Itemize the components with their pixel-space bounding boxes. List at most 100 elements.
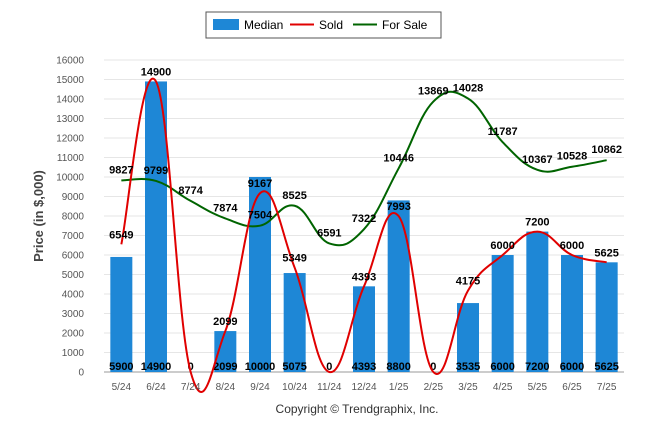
- median-bar: [353, 286, 375, 372]
- for-sale-value-label: 10367: [522, 154, 553, 166]
- y-tick-label: 13000: [56, 114, 84, 125]
- x-tick-label: 8/24: [216, 382, 236, 393]
- for-sale-value-label: 8774: [178, 185, 203, 197]
- median-bar: [561, 255, 583, 372]
- y-tick-label: 11000: [57, 153, 85, 164]
- line-value-labels: 9827 9799 8774 7874 7504 8525 6591 7322 10446 138…: [109, 66, 622, 328]
- y-tick-label: 6000: [62, 251, 85, 262]
- sold-value-label: 14900: [141, 66, 172, 78]
- y-tick-label: 12000: [56, 134, 84, 145]
- for-sale-value-label: 6591: [317, 227, 341, 239]
- median-value-label: 5625: [594, 361, 618, 373]
- for-sale-value-label: 13869: [418, 86, 449, 98]
- sold-value-label: 7993: [386, 201, 410, 213]
- x-tick-label: 6/25: [562, 382, 582, 393]
- x-tick-labels: 5/24 6/24 7/24 8/24 9/24 10/24 11/24 12/24 1/25 2…: [112, 382, 617, 393]
- median-value-label: 0: [326, 361, 332, 373]
- grid-lines: [104, 59, 624, 373]
- median-value-label: 2099: [213, 361, 237, 373]
- for-sale-value-label: 14028: [453, 82, 484, 94]
- sold-value-label: 6000: [490, 240, 514, 252]
- sold-value-label: 6000: [560, 240, 584, 252]
- median-value-label: 0: [430, 361, 436, 373]
- x-tick-label: 2/25: [424, 382, 444, 393]
- median-bar: [491, 255, 514, 372]
- x-tick-label: 5/24: [112, 382, 132, 393]
- median-bar: [595, 262, 618, 372]
- legend: Median Sold For Sale: [205, 11, 442, 39]
- x-tick-label: 11/24: [317, 382, 342, 393]
- median-bars: [110, 81, 618, 372]
- sold-value-label: 5349: [282, 253, 306, 265]
- y-tick-label: 10000: [56, 173, 84, 184]
- for-sale-value-label: 10862: [591, 144, 622, 156]
- median-value-label: 7200: [525, 361, 549, 373]
- median-value-label: 6000: [560, 361, 584, 373]
- sold-line: [120, 77, 607, 393]
- sold-value-label: 4175: [456, 276, 480, 288]
- y-tick-label: 7000: [62, 231, 85, 242]
- y-tick-label: 14000: [56, 95, 84, 106]
- x-tick-label: 5/25: [528, 382, 548, 393]
- median-value-label: 3535: [456, 361, 480, 373]
- sold-value-label: 7200: [525, 217, 549, 229]
- y-tick-label: 9000: [62, 192, 85, 203]
- median-value-label: 5900: [109, 361, 133, 373]
- y-tick-label: 2000: [62, 329, 85, 340]
- sold-value-label: 9167: [248, 178, 272, 190]
- median-value-label: 0: [188, 361, 194, 373]
- y-tick-label: 15000: [56, 75, 84, 86]
- median-bar: [214, 331, 237, 372]
- for-sale-value-label: 10446: [383, 152, 414, 164]
- median-value-label: 6000: [490, 361, 514, 373]
- median-bar: [283, 273, 306, 372]
- legend-median-swatch: [213, 19, 239, 30]
- for-sale-value-label: 7874: [213, 202, 238, 214]
- y-tick-label: 4000: [62, 290, 85, 301]
- for-sale-line: [121, 90, 607, 247]
- for-sale-value-label: 9827: [109, 164, 133, 176]
- y-tick-label: 8000: [62, 212, 85, 223]
- for-sale-value-label: 9799: [144, 165, 168, 177]
- median-value-labels: 5900 14900 0 2099 10000 5075 0 4393 8800 0 3535 600…: [109, 361, 619, 373]
- series-lines: [120, 77, 607, 393]
- x-tick-label: 3/25: [458, 382, 478, 393]
- legend-median-label: Median: [244, 18, 283, 32]
- y-tick-label: 3000: [62, 309, 85, 320]
- x-tick-label: 4/25: [493, 382, 513, 393]
- median-bar: [387, 200, 410, 372]
- x-tick-label: 6/24: [146, 382, 166, 393]
- sold-value-label: 5625: [594, 247, 618, 259]
- median-value-label: 8800: [386, 361, 410, 373]
- x-tick-label: 7/24: [181, 382, 201, 393]
- y-tick-label: 5000: [62, 270, 85, 281]
- for-sale-value-label: 7322: [352, 213, 376, 225]
- for-sale-value-label: 10528: [557, 151, 588, 163]
- x-tick-label: 10/24: [282, 382, 307, 393]
- median-bar: [145, 81, 167, 372]
- for-sale-value-label: 8525: [282, 190, 306, 202]
- copyright-text: Copyright © Trendgraphix, Inc.: [276, 402, 439, 416]
- y-tick-label: 0: [78, 368, 84, 379]
- y-tick-label: 16000: [56, 56, 84, 67]
- sold-value-label: 4393: [352, 271, 376, 283]
- sold-value-label: 2099: [213, 316, 237, 328]
- median-bar: [457, 303, 479, 372]
- legend-for-sale-label: For Sale: [382, 18, 428, 32]
- x-tick-label: 9/24: [250, 382, 270, 393]
- for-sale-value-label: 11787: [488, 126, 518, 138]
- x-tick-label: 1/25: [389, 382, 409, 393]
- y-axis-label: Price (in $,000): [31, 170, 46, 262]
- median-value-label: 14900: [141, 361, 172, 373]
- y-tick-labels: 0 1000 2000 3000 4000 5000 6000 7000 8000 9000 100…: [56, 56, 84, 379]
- legend-sold-label: Sold: [319, 18, 343, 32]
- legend-box: [205, 11, 442, 39]
- median-value-label: 10000: [245, 361, 276, 373]
- median-value-label: 5075: [282, 361, 306, 373]
- for-sale-value-label: 7504: [248, 210, 273, 222]
- x-tick-label: 7/25: [597, 382, 617, 393]
- median-bar: [526, 231, 549, 372]
- median-value-label: 4393: [352, 361, 376, 373]
- x-tick-label: 12/24: [351, 382, 376, 393]
